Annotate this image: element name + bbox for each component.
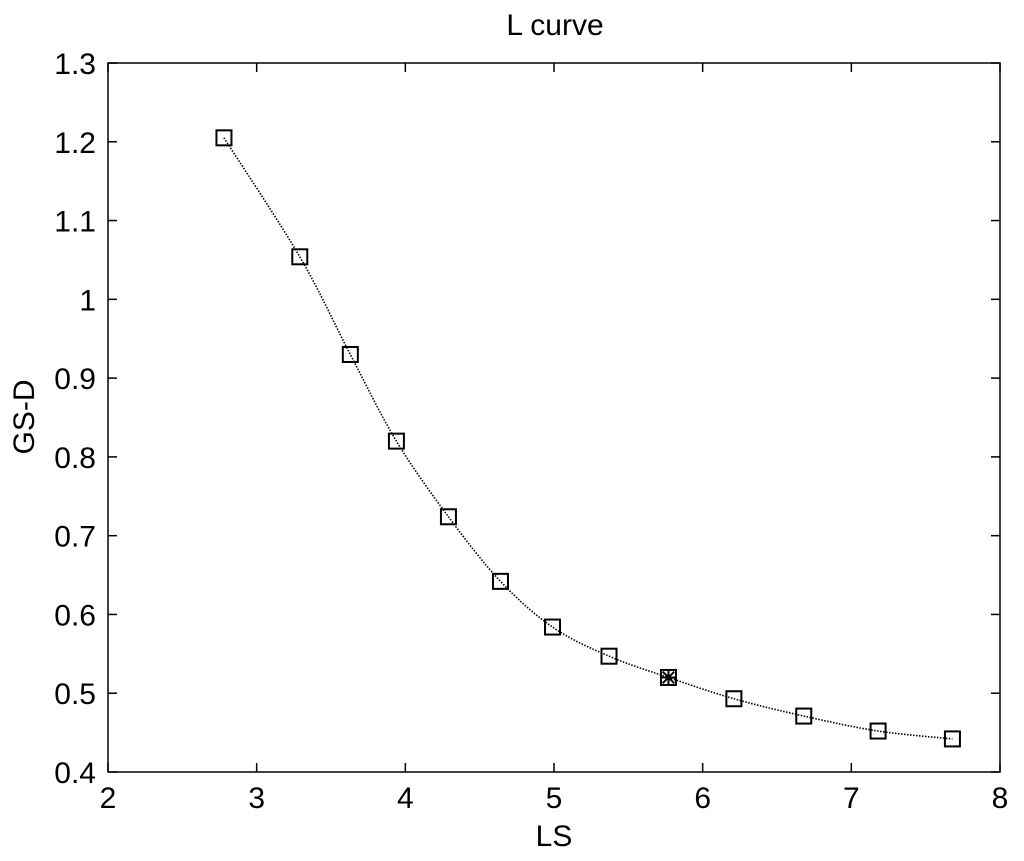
data-point-square	[544, 618, 562, 636]
x-tick-label: 8	[992, 782, 1009, 815]
chart-title: L curve	[506, 9, 603, 42]
corner-point-asterisk	[660, 669, 677, 686]
y-axis-ticks: 0.4 0.5 0.6 0.7 0.8 0.9 1 1.1 1.2 1.3	[54, 48, 1000, 790]
data-point-square	[491, 572, 509, 590]
data-point-square	[600, 647, 618, 665]
x-tick-label: 4	[397, 782, 414, 815]
data-point-square	[943, 730, 961, 748]
x-tick-label: 2	[100, 782, 117, 815]
x-tick-label: 3	[248, 782, 265, 815]
x-axis-ticks: 2 3 4 5 6 7 8	[100, 63, 1009, 815]
data-point-square	[795, 707, 813, 725]
data-point-square	[341, 345, 359, 363]
x-tick-label: 5	[546, 782, 563, 815]
data-point-square	[291, 248, 309, 266]
y-tick-label: 1.2	[54, 127, 96, 160]
y-tick-label: 1	[79, 284, 96, 317]
x-axis-title: LS	[536, 820, 573, 853]
y-tick-label: 1.3	[54, 48, 96, 81]
data-point-square	[725, 690, 743, 708]
data-point-square	[869, 722, 887, 740]
series-line	[223, 137, 953, 740]
y-tick-label: 0.4	[54, 757, 96, 790]
y-tick-label: 0.9	[54, 363, 96, 396]
y-tick-label: 0.7	[54, 521, 96, 554]
y-tick-label: 0.5	[54, 678, 96, 711]
x-tick-label: 7	[843, 782, 860, 815]
series-layer	[215, 129, 961, 748]
y-axis-title: GS-D	[8, 380, 41, 455]
plot-area-frame	[107, 62, 1001, 773]
y-tick-label: 0.6	[54, 599, 96, 632]
data-point-square	[215, 129, 233, 147]
y-tick-label: 0.8	[54, 442, 96, 475]
data-point-square	[387, 432, 405, 450]
y-tick-label: 1.1	[54, 206, 96, 239]
x-tick-label: 6	[694, 782, 711, 815]
data-point-square	[439, 508, 457, 526]
